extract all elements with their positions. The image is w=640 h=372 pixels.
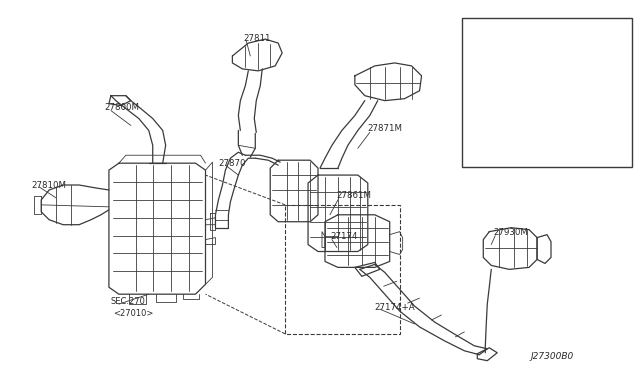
Text: 27811: 27811 [243,33,271,43]
Text: F /RR VENTILATOR LESS: F /RR VENTILATOR LESS [500,26,595,35]
Text: 27930M: 27930M [493,228,528,237]
Text: 27174+A: 27174+A [375,302,415,312]
Text: J27300B0: J27300B0 [531,352,574,361]
Text: 27800M: 27800M [104,103,139,112]
Bar [285,205,399,334]
Text: 27810M: 27810M [31,180,67,189]
Text: 27870: 27870 [218,159,246,168]
Text: 27174: 27174 [330,232,358,241]
Text: 27861M: 27861M [336,192,371,201]
Bar [462,18,632,167]
Text: 27171X: 27171X [502,53,534,62]
Text: 27871M: 27871M [368,124,403,133]
Text: SEC.270: SEC.270 [111,296,146,306]
Text: <27010>: <27010> [113,308,153,318]
